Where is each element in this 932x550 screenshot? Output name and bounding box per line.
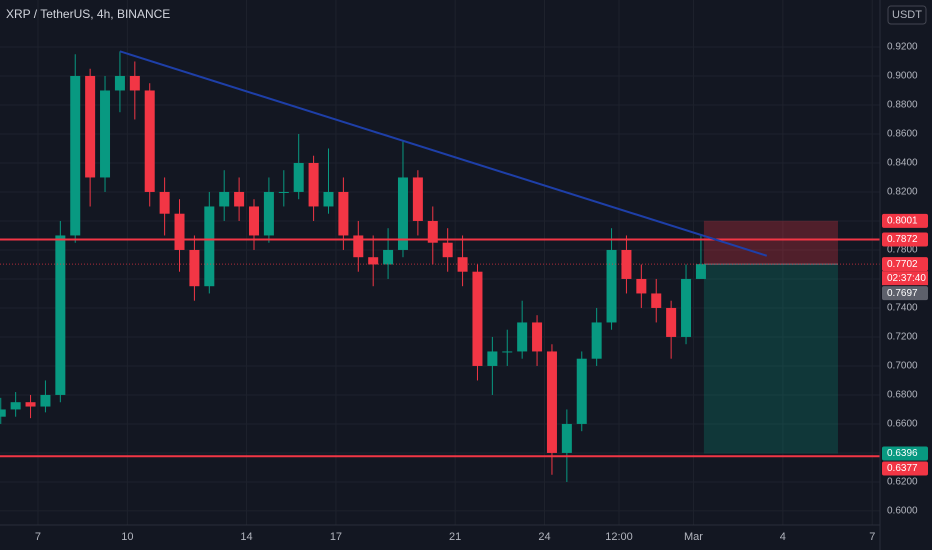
candle-body [412, 177, 423, 221]
candle-body [189, 249, 200, 287]
price-label: 0.7702 [887, 259, 918, 270]
currency-button[interactable] [887, 5, 927, 25]
countdown: 02:37:40 [887, 273, 926, 284]
y-tick-label: 0.7800 [887, 245, 918, 256]
candle-body [427, 220, 438, 243]
candle-body [695, 264, 706, 279]
trendline [119, 50, 768, 257]
price-label-box [882, 461, 928, 476]
y-tick-label: 0.7400 [887, 303, 918, 314]
candle-body [666, 307, 677, 337]
candle-body [353, 235, 364, 258]
candle-body [159, 191, 170, 214]
candle-body [10, 402, 21, 410]
candle-body [621, 249, 632, 279]
price-label: 0.8001 [887, 215, 918, 226]
grid [0, 0, 880, 525]
candle-body [174, 213, 185, 250]
x-tick-label: 10 [121, 531, 133, 543]
candle-body [338, 191, 349, 236]
candle-body [70, 75, 81, 236]
candle-body [263, 191, 274, 236]
y-tick-label: 0.6600 [887, 419, 918, 430]
candle-body [40, 394, 51, 407]
candle-body [293, 162, 304, 192]
y-tick-label: 0.9000 [887, 71, 918, 82]
candle-body [487, 351, 498, 366]
price-label: 0.7697 [887, 288, 918, 299]
candle-body [576, 358, 587, 424]
price-label: 0.7872 [887, 234, 918, 245]
candle-body [561, 423, 572, 453]
x-tick-label: 17 [330, 531, 342, 543]
axes: 0.60000.62000.64000.66000.68000.70000.72… [35, 42, 928, 543]
candle-body [234, 191, 245, 207]
candle-body [591, 322, 602, 359]
price-label-box [882, 213, 928, 228]
candle-body [0, 409, 6, 417]
x-tick-label: 24 [538, 531, 550, 543]
candle-body [502, 351, 513, 353]
candle-body [636, 278, 647, 294]
candle-body [204, 206, 215, 287]
candle-body [114, 75, 125, 91]
candle-body [681, 278, 692, 337]
y-tick-label: 0.8600 [887, 129, 918, 140]
price-label-box [882, 257, 928, 272]
x-tick-label: 4 [780, 531, 786, 543]
candle-body [249, 206, 260, 236]
x-tick-label: 21 [449, 531, 461, 543]
candle-body [532, 322, 543, 352]
x-tick-label: 7 [35, 531, 41, 543]
price-label: 0.6396 [887, 448, 918, 459]
candle-body [278, 191, 289, 193]
candle-body [323, 191, 334, 207]
y-tick-label: 0.7000 [887, 361, 918, 372]
candle-body [442, 242, 453, 258]
price-label-box [882, 232, 928, 247]
candle-body [397, 177, 408, 250]
x-tick-label: 14 [240, 531, 252, 543]
y-tick-label: 0.6000 [887, 506, 918, 517]
y-tick-label: 0.8800 [887, 100, 918, 111]
y-tick-label: 0.9200 [887, 42, 918, 53]
candle-body [517, 322, 528, 352]
y-tick-label: 0.8400 [887, 158, 918, 169]
candle-body [651, 293, 662, 308]
candle-body [100, 90, 111, 178]
x-tick-label: 7 [869, 531, 875, 543]
price-label-box [882, 446, 928, 461]
candle-body [129, 75, 140, 91]
candle-body [144, 90, 155, 192]
candle-body [606, 249, 617, 323]
chart-title: XRP / TetherUS, 4h, BINANCE [6, 7, 170, 21]
candle-body [383, 249, 394, 265]
candle-body [25, 402, 36, 407]
candle-body [219, 191, 230, 207]
y-tick-label: 0.8200 [887, 187, 918, 198]
plot [0, 50, 880, 482]
x-tick-label: 12:00 [605, 531, 633, 543]
countdown-box [882, 271, 928, 286]
candle-body [546, 351, 557, 453]
y-tick-label: 0.6800 [887, 390, 918, 401]
price-label: 0.6377 [887, 463, 918, 474]
candle-body [472, 271, 483, 366]
candle-body [308, 162, 319, 207]
price-label-box [882, 286, 928, 301]
x-tick-label: Mar [684, 531, 703, 543]
target-zone [703, 264, 838, 454]
y-tick-label: 0.6200 [887, 477, 918, 488]
currency[interactable]: USDT [892, 9, 922, 21]
candle-body [368, 257, 379, 265]
candle-body [85, 75, 96, 178]
y-tick-label: 0.7200 [887, 332, 918, 343]
candle-body [55, 235, 66, 395]
